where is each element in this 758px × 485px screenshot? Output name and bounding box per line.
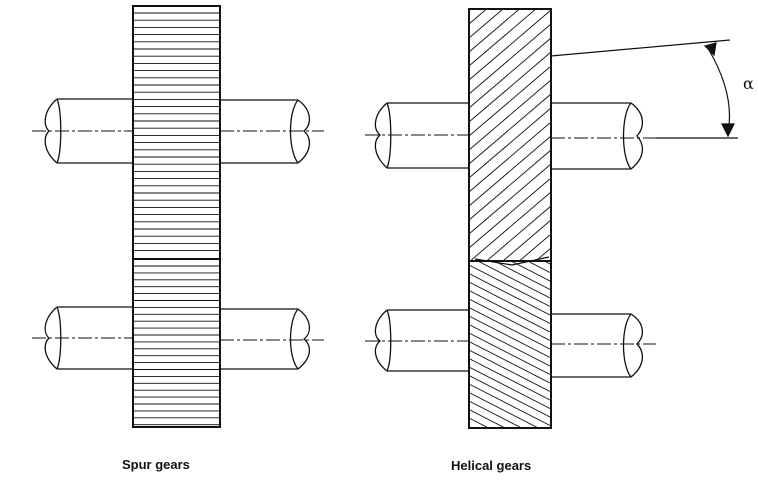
- helical-tooth-line: [469, 298, 551, 342]
- helical-tooth-line: [469, 93, 551, 165]
- helical-lower-gear-teeth: [469, 180, 551, 428]
- helical-tooth-line: [526, 261, 551, 274]
- helical-tooth-line: [469, 349, 551, 393]
- helical-tooth-line: [469, 197, 551, 239]
- helical-tooth-line: [469, 9, 551, 81]
- helical-tooth-line: [469, 9, 521, 53]
- helical-tooth-line: [535, 247, 551, 261]
- helical-tooth-line: [469, 23, 551, 95]
- helical-tooth-line: [469, 121, 551, 193]
- helical-tooth-line: [469, 37, 551, 109]
- helical-mesh-notch: [474, 256, 550, 266]
- spur-gears-group: [32, 5, 324, 428]
- helical-tooth-line: [469, 375, 551, 418]
- helical-tooth-line: [469, 163, 551, 235]
- spur-lower-gear-teeth: [133, 265, 220, 426]
- helix-angle-indicator: [550, 39, 738, 139]
- helical-tooth-line: [502, 219, 551, 261]
- helical-tooth-line: [469, 383, 551, 427]
- helical-tooth-line: [476, 261, 551, 299]
- helical-tooth-line: [469, 315, 551, 359]
- helical-tooth-line: [469, 358, 551, 401]
- helical-lower-gear: [468, 260, 552, 429]
- helical-tooth-line: [469, 341, 551, 384]
- helical-upper-gear-teeth: [469, 9, 551, 261]
- helical-tooth-line: [469, 149, 551, 221]
- helical-tooth-line: [509, 261, 551, 282]
- helical-tooth-line: [469, 135, 551, 207]
- spur-upper-shaft: [32, 98, 324, 164]
- helical-tooth-line: [469, 9, 504, 39]
- helical-tooth-line: [518, 233, 551, 261]
- helical-tooth-line: [469, 332, 551, 376]
- helical-tooth-line: [469, 107, 551, 179]
- spur-upper-gear: [132, 5, 221, 260]
- helical-gears-group: [365, 8, 738, 429]
- helical-tooth-line: [469, 281, 551, 325]
- helical-tooth-line: [469, 400, 523, 428]
- helical-tooth-line: [469, 177, 551, 249]
- spur-lower-gear: [132, 258, 221, 428]
- helical-tooth-line: [469, 417, 490, 428]
- spur-lower-shaft: [32, 306, 324, 370]
- helical-tooth-line: [469, 366, 551, 410]
- spur-gears-caption: Spur gears: [122, 457, 190, 472]
- spur-upper-gear-teeth: [133, 12, 220, 252]
- helical-tooth-line: [469, 307, 551, 350]
- helical-tooth-line: [469, 180, 551, 222]
- helical-tooth-line: [469, 9, 537, 67]
- helical-tooth-line: [469, 273, 551, 316]
- helical-gears-caption: Helical gears: [451, 458, 532, 473]
- helix-angle-label: α: [743, 74, 754, 93]
- helical-tooth-line: [469, 65, 551, 137]
- helical-tooth-line: [469, 324, 551, 367]
- helical-tooth-line: [469, 191, 551, 261]
- helical-tooth-line: [469, 409, 507, 428]
- helical-tooth-line: [469, 9, 488, 25]
- helical-lower-shaft: [365, 309, 656, 378]
- helical-tooth-line: [469, 214, 551, 256]
- helical-tooth-line: [469, 264, 551, 308]
- helical-tooth-line: [485, 205, 551, 261]
- helical-tooth-line: [493, 261, 551, 291]
- helical-tooth-line: [469, 51, 551, 123]
- helical-upper-shaft: [365, 102, 656, 170]
- helical-tooth-line: [469, 79, 551, 151]
- helical-tooth-line: [469, 290, 551, 333]
